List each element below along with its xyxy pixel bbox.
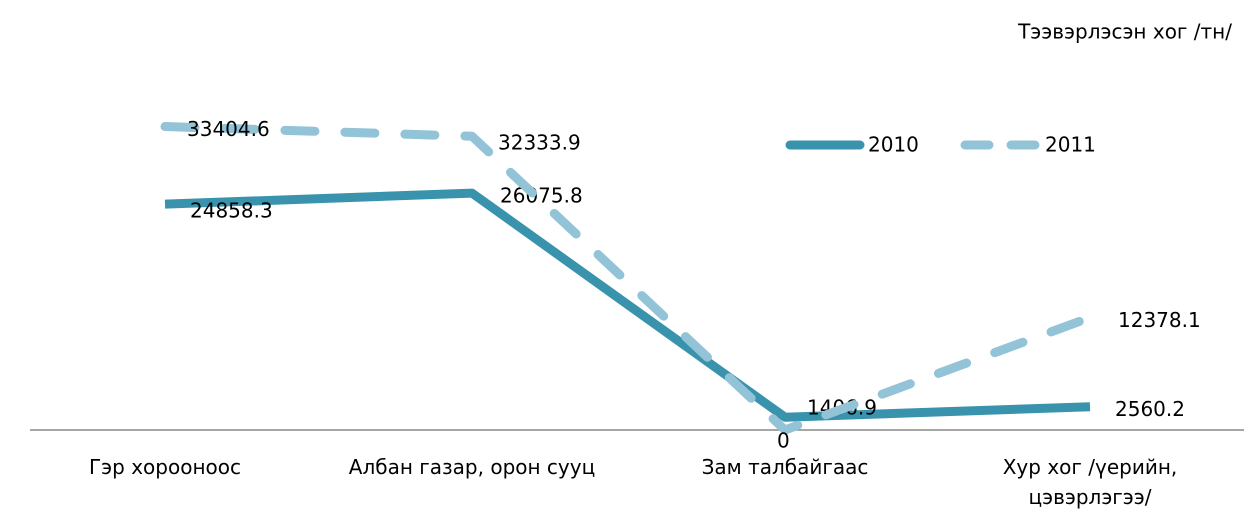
x-tick-label: Хур хог /үерийн, цэвэрлэгээ/ [1002, 455, 1178, 509]
series-line [164, 188, 1091, 422]
data-label: 33404.6 [187, 117, 270, 141]
x-tick-label: Зам талбайгаас [701, 455, 869, 479]
data-label: 12378.1 [1118, 308, 1201, 332]
data-label: 26075.8 [500, 184, 583, 208]
data-label: 32333.9 [498, 131, 581, 155]
data-label: 0 [777, 429, 790, 453]
x-tick-label: Гэр хорооноос [88, 455, 241, 479]
chart-title: Тээвэрлэсэн хог /тн/ [1017, 20, 1232, 44]
legend-label: 2010 [868, 133, 919, 157]
data-label: 2560.2 [1115, 397, 1185, 421]
x-tick-label: Албан газар, орон сууц [348, 455, 596, 479]
series-line [160, 122, 1095, 435]
legend-label: 2011 [1045, 133, 1096, 157]
data-label: 24858.3 [190, 199, 273, 223]
